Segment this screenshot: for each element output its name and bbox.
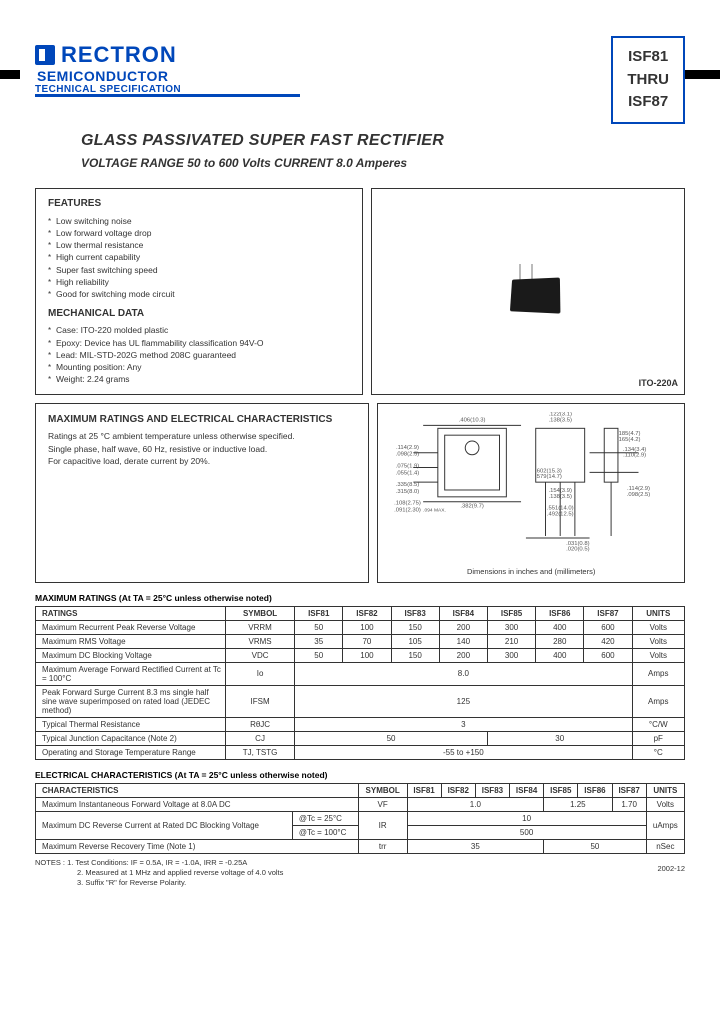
table-row: Operating and Storage Temperature RangeT… [36,745,685,759]
table-row: Typical Thermal ResistanceRθJC3°C/W [36,717,685,731]
feature-item: Low forward voltage drop [48,227,350,239]
mechanical-item: Lead: MIL-STD-202G method 208C guarantee… [48,349,350,361]
mechanical-item: Case: ITO-220 molded plastic [48,324,350,336]
brand-subtitle: SEMICONDUCTOR [37,68,181,84]
part-mid: THRU [627,69,669,92]
note-1: 1. Test Conditions: IF = 0.5A, IR = -1.0… [67,858,247,867]
ratings-table-title: MAXIMUM RATINGS (At TA = 25°C unless oth… [35,593,685,603]
mechanical-list: Case: ITO-220 molded plasticEpoxy: Devic… [48,324,350,386]
header-zone: RECTRON SEMICONDUCTOR TECHNICAL SPECIFIC… [35,42,685,132]
table-row: Maximum Recurrent Peak Reverse VoltageVR… [36,620,685,634]
datasheet-page: RECTRON SEMICONDUCTOR TECHNICAL SPECIFIC… [0,0,720,1012]
mechanical-item: Weight: 2.24 grams [48,373,350,385]
title-block: GLASS PASSIVATED SUPER FAST RECTIFIER VO… [81,132,685,170]
brand-spec-label: TECHNICAL SPECIFICATION [35,84,181,95]
part-to: ISF87 [627,91,669,114]
svg-text:.315(8.0): .315(8.0) [396,489,420,495]
svg-text:.094 MAX.: .094 MAX. [423,507,446,513]
features-heading: FEATURES [48,197,350,212]
package-photo-box: ITO-220A [371,188,685,395]
table-row: Maximum DC Reverse Current at Rated DC B… [36,811,685,825]
part-from: ISF81 [627,46,669,69]
brand-logo-icon [35,45,55,65]
brand-name: RECTRON [61,42,177,68]
feature-item: High reliability [48,276,350,288]
mid-row: MAXIMUM RATINGS AND ELECTRICAL CHARACTER… [35,403,685,583]
brand-block: RECTRON SEMICONDUCTOR TECHNICAL SPECIFIC… [35,42,181,95]
svg-text:.098(2.5): .098(2.5) [396,451,420,457]
table-row: Maximum Reverse Recovery Time (Note 1)tr… [36,839,685,853]
table-row: Maximum Average Forward Rectified Curren… [36,662,685,685]
svg-text:.335(8.5): .335(8.5) [396,482,420,488]
drawing-caption: Dimensions in inches and (millimeters) [467,567,595,576]
table-row: Peak Forward Surge Current 8.3 ms single… [36,685,685,717]
ratings-table: RATINGSSYMBOLISF81ISF82ISF83ISF84ISF85IS… [35,606,685,760]
feature-item: Super fast switching speed [48,264,350,276]
char-line-1: Ratings at 25 °C ambient temperature unl… [48,430,356,443]
package-image [483,264,573,319]
svg-text:.091(2.30): .091(2.30) [394,507,421,513]
svg-text:.020(0.5): .020(0.5) [566,546,590,552]
feature-item: Low switching noise [48,215,350,227]
features-list: Low switching noiseLow forward voltage d… [48,215,350,301]
page-subtitle: VOLTAGE RANGE 50 to 600 Volts CURRENT 8.… [81,156,685,170]
svg-text:.579(14.7): .579(14.7) [535,474,562,480]
feature-item: Good for switching mode circuit [48,288,350,300]
note-3: 3. Suffix "R" for Reverse Polarity. [35,878,685,888]
mechanical-item: Epoxy: Device has UL flammability classi… [48,337,350,349]
dimensional-drawing: .406(10.3).382(9.7) .114(2.9).098(2.5) .… [384,412,678,567]
mechanical-heading: MECHANICAL DATA [48,307,350,322]
char-heading: MAXIMUM RATINGS AND ELECTRICAL CHARACTER… [48,412,356,427]
elec-table-title: ELECTRICAL CHARACTERISTICS (At TA = 25°C… [35,770,685,780]
svg-text:.108(2.75): .108(2.75) [394,500,421,506]
char-line-2: Single phase, half wave, 60 Hz, resistiv… [48,443,356,456]
mechanical-item: Mounting position: Any [48,361,350,373]
characteristics-note-box: MAXIMUM RATINGS AND ELECTRICAL CHARACTER… [35,403,369,583]
feature-item: Low thermal resistance [48,239,350,251]
electrical-table: CHARACTERISTICSSYMBOLISF81ISF82ISF83ISF8… [35,783,685,854]
black-bar-left [0,70,20,79]
svg-text:.165(4.2): .165(4.2) [617,437,641,443]
dimensional-drawing-box: .406(10.3).382(9.7) .114(2.9).098(2.5) .… [377,403,685,583]
svg-text:.406(10.3): .406(10.3) [459,417,486,423]
svg-text:.122(3.1): .122(3.1) [549,412,573,418]
notes-label: NOTES : [35,858,65,867]
svg-text:.492(12.5): .492(12.5) [547,511,574,517]
partnumber-box: ISF81 THRU ISF87 [611,36,685,124]
svg-text:.075(1.9): .075(1.9) [396,463,420,469]
svg-text:.138(3.5): .138(3.5) [549,494,573,500]
table-row: Maximum RMS VoltageVRMS35701051402102804… [36,634,685,648]
table-row: Maximum DC Blocking VoltageVDC5010015020… [36,648,685,662]
svg-text:.138(3.5): .138(3.5) [549,417,573,423]
svg-text:.382(9.7): .382(9.7) [461,503,485,509]
svg-text:.098(2.5): .098(2.5) [627,492,651,498]
features-box: FEATURES Low switching noiseLow forward … [35,188,363,395]
page-title: GLASS PASSIVATED SUPER FAST RECTIFIER [81,132,685,150]
table-row: Typical Junction Capacitance (Note 2)CJ5… [36,731,685,745]
svg-text:.110(2.9): .110(2.9) [623,452,646,458]
table-row: Maximum Instantaneous Forward Voltage at… [36,797,685,811]
svg-text:.114(2.9): .114(2.9) [396,445,419,451]
top-row: FEATURES Low switching noiseLow forward … [35,188,685,395]
feature-item: High current capability [48,251,350,263]
char-line-3: For capacitive load, derate current by 2… [48,455,356,468]
svg-text:.055(1.4): .055(1.4) [396,470,420,476]
package-label: ITO-220A [639,377,678,390]
